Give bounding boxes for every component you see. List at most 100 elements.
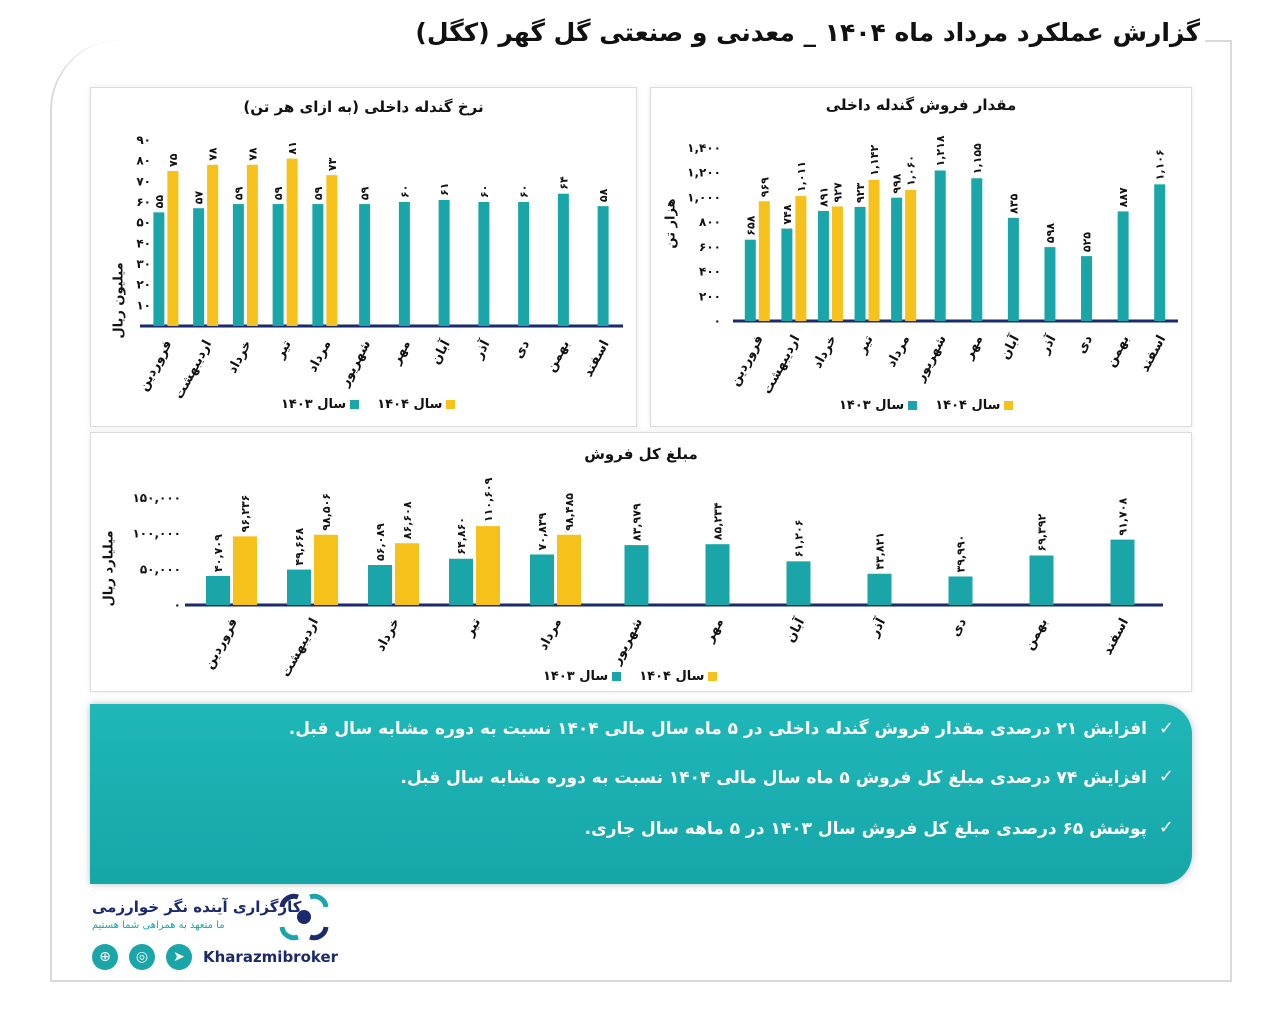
bar-1404 [557,534,581,605]
bar-1403 [232,204,244,326]
x-tick-label: بهمن [1022,616,1051,653]
y-tick-label: ۲۰۰ [699,289,721,303]
bar-1403 [891,197,903,321]
title-divider [1205,40,1230,42]
y-tick-label: ۱۰۰,۰۰۰ [132,527,181,541]
company-slogan: ما متعهد به همراهی شما هستیم [92,920,225,931]
data-label-1403: ۹۱,۷۰۸ [1117,498,1130,536]
bar-1404 [246,164,258,326]
x-tick-label: شهریور [337,338,374,390]
data-label-1403: ۱,۱۵۵ [971,143,984,174]
bar-1403 [624,545,649,605]
legend-item-1404: سال ۱۴۰۴ [377,397,456,412]
y-tick-label: ۱۵۰,۰۰۰ [132,491,181,505]
y-tick-label: ۵۰,۰۰۰ [140,562,181,576]
y-tick-label: ۳۰ [136,257,151,271]
data-label-1403: ۶۰ [398,185,411,198]
bar-1403 [272,204,284,326]
bar-1404 [905,190,917,321]
x-tick-label: آبان [427,336,454,367]
x-tick-label: اسفند [581,338,613,380]
y-tick-label: ۱,۲۰۰ [687,166,721,180]
quantity-chart-legend: سال ۱۴۰۴ سال ۱۴۰۳ [839,398,1014,413]
x-tick-label: اسفند [1137,333,1169,375]
data-label-1403: ۵۵ [153,195,166,209]
price-chart-svg: ۰۱۰۲۰۳۰۴۰۵۰۶۰۷۰۸۰۹۰۵۵۷۵فروردین۵۷۷۸اردیبه… [136,133,623,402]
data-label-1403: ۹۲۳ [854,183,867,203]
data-label-1403: ۶۰ [478,185,491,198]
x-tick-label: دی [511,338,533,362]
data-label-1403: ۶۰ [518,185,531,198]
x-tick-label: اردیبهشت [279,616,322,680]
data-label-1403: ۸۳,۹۷۹ [631,503,644,541]
bar-1403 [398,202,410,326]
bar-1404 [167,171,179,326]
check-icon: ✓ [1158,718,1174,739]
data-label-1404: ۷۸ [246,147,259,161]
bar-1403 [193,208,205,326]
bar-1404 [233,536,257,605]
telegram-icon[interactable]: ➤ [166,944,192,970]
data-label-1403: ۱,۱۰۶ [1154,149,1167,180]
total-sales-chart-svg: ۰ ۵۰,۰۰۰ ۱۰۰,۰۰۰ ۱۵۰,۰۰۰ ۴۰,۷۰۹ ۹۶,۲۳۶ فروردین… [132,477,1163,680]
bar-1403 [153,212,165,326]
company-name: کارگزاری آینده نگر خوارزمی [92,898,302,916]
y-tick-label: ۴۰۰ [699,265,721,279]
bar-1403 [478,202,490,326]
bar-1404 [395,543,419,605]
globe-icon[interactable]: ⊕ [92,944,118,970]
highlight-3: پوشش ۶۵ درصدی مبلغ کل فروش سال ۱۴۰۳ در ۵… [584,819,1147,839]
legend-item-1403: سال ۱۴۰۳ [281,397,360,412]
bar-1403 [449,558,473,605]
bar-1403 [438,199,450,326]
bar-1403 [206,575,230,605]
bar-1403 [744,239,756,321]
data-label-1403: ۸۳۵ [1007,193,1020,213]
data-label-1404: ۹۸,۴۸۵ [563,493,576,531]
bar-1403 [867,573,892,605]
y-tick-label: ۱,۴۰۰ [687,141,721,155]
x-tick-label: اسفند [1100,616,1132,658]
data-label-1403: ۶۱ [438,182,451,195]
bar-1403 [312,204,324,326]
price-chart-title: نرخ گندله داخلی (به ازای هر تن) [243,98,484,116]
y-tick-label: ۷۰ [136,174,151,188]
data-label-1403: ۶۴ [557,176,570,190]
check-icon: ✓ [1158,766,1174,787]
quantity-chart-panel: مقدار فروش گندله داخلی هزار تن ۰ ۲۰۰ ۴۰۰ ۶۰… [650,87,1192,427]
y-tick-label: ۰ [174,598,181,612]
x-tick-label: خرداد [373,616,403,654]
bar-1403 [597,206,609,326]
data-label-1403: ۷۰,۸۳۹ [536,512,549,550]
bar-1404 [314,534,338,605]
bar-1404 [831,206,843,321]
bar-1403 [854,206,866,321]
bar-1403 [817,210,829,321]
data-label-1403: ۵۹ [359,186,372,200]
data-label-1404: ۱,۰۱۱ [795,161,808,192]
check-icon: ✓ [1158,817,1174,838]
total-sales-chart-legend: سال ۱۴۰۴ سال ۱۴۰۳ [543,669,718,684]
y-tick-label: ۵۰ [136,216,151,230]
bar-1404 [868,179,880,321]
legend-item-1403: سال ۱۴۰۳ [543,669,622,684]
data-label-1404: ۸۱ [286,141,299,154]
instagram-icon[interactable]: ◎ [129,944,155,970]
data-label-1404: ۱,۱۴۲ [868,145,881,176]
x-tick-label: آبان [996,331,1023,362]
data-label-1404: ۹۲۷ [831,182,844,202]
data-label-1403: ۹۹۸ [891,173,904,193]
y-tick-label: ۲۰ [136,278,151,292]
x-tick-label: آذر [865,614,889,640]
x-tick-label: فروردین [728,333,767,389]
data-label-1404: ۸۶,۶۰۸ [401,501,414,539]
data-label-1403: ۶۹,۳۹۲ [1036,513,1049,551]
bar-1404 [758,201,770,321]
bar-1404 [326,175,338,326]
bar-1403 [557,193,569,326]
y-tick-label: ۱,۰۰۰ [687,190,721,204]
data-label-1404: ۷۸ [207,147,220,161]
highlights-box: ✓ افزایش ۲۱ درصدی مقدار فروش گندله داخلی… [90,704,1192,884]
data-label-1404: ۹۸,۵۰۶ [320,493,333,531]
x-tick-label: مرداد [884,333,913,370]
